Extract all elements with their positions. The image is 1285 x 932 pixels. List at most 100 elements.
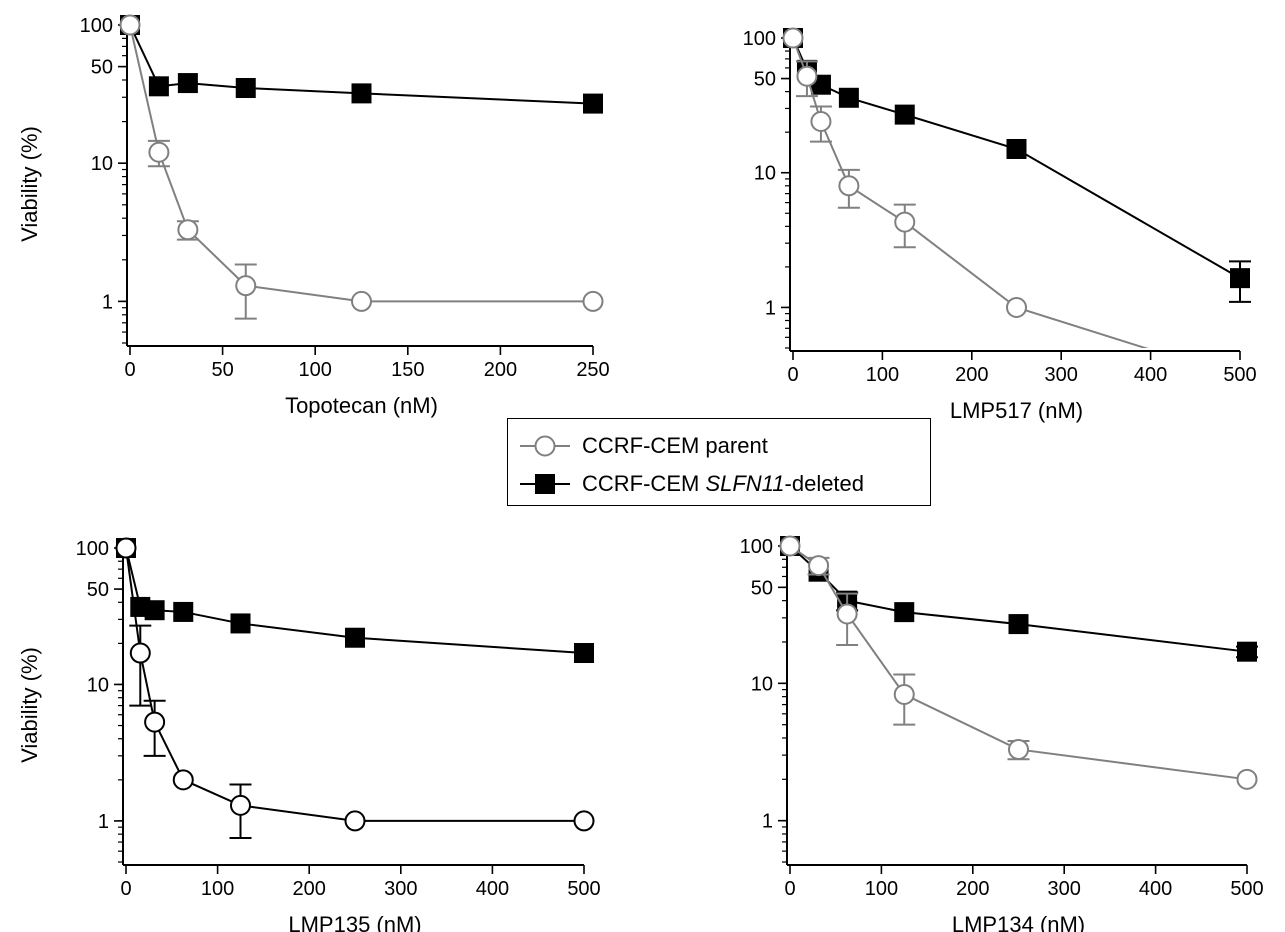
data-point-circle <box>808 555 830 577</box>
data-point-circle <box>894 211 916 233</box>
legend-item-parent: CCRF-CEM parent <box>508 430 930 462</box>
x-axis-title: LMP135 (nM) <box>288 912 421 932</box>
data-point-circle <box>344 810 366 832</box>
y-tick-label: 50 <box>91 57 113 79</box>
legend-label-deleted-gene: SLFN11 <box>705 471 785 496</box>
y-tick-label: 1 <box>102 291 113 313</box>
series-line <box>129 24 593 303</box>
x-tick-label: 200 <box>955 364 988 386</box>
data-point-circle <box>796 65 818 87</box>
y-tick-label: 100 <box>743 28 776 50</box>
y-tick-label: 1 <box>98 811 109 833</box>
x-tick-label: 300 <box>1048 878 1081 900</box>
legend: CCRF-CEM parent CCRF-CEM SLFN11-deleted <box>507 418 931 506</box>
x-tick-label: 500 <box>1223 364 1256 386</box>
y-tick-label: 100 <box>740 536 773 558</box>
x-tick-label: 200 <box>484 359 517 381</box>
panel-lmp135: 1 10 50 100 0 100 200 300 400 500 LMP135 (nM) Viabi… <box>17 537 601 932</box>
data-point-circle <box>1236 768 1258 790</box>
y-tick-label: 10 <box>751 673 773 695</box>
data-point-circle <box>582 290 604 312</box>
data-point-square <box>574 643 594 664</box>
panel-lmp517: 1 10 50 100 0 100 200 300 400 500 LMP517 (nM) <box>743 27 1257 423</box>
data-point-square <box>177 73 198 94</box>
x-tick-label: 400 <box>1139 878 1172 900</box>
x-tick-label: 0 <box>120 878 131 900</box>
data-point-circle <box>782 27 804 49</box>
data-point-circle <box>119 14 141 36</box>
x-tick-label: 500 <box>567 878 600 900</box>
x-tick-label: 500 <box>1230 878 1263 900</box>
data-point-square <box>1006 138 1027 159</box>
data-point-square <box>894 104 915 125</box>
legend-item-deleted: CCRF-CEM SLFN11-deleted <box>508 468 930 500</box>
data-point-square <box>838 87 859 108</box>
x-tick-label: 150 <box>391 359 424 381</box>
legend-label-deleted: CCRF-CEM SLFN11-deleted <box>582 471 864 497</box>
data-point-circle <box>810 110 832 132</box>
series-line <box>129 24 594 105</box>
data-point-square <box>144 600 165 621</box>
series-parent <box>119 14 604 320</box>
x-tick-label: 400 <box>1134 364 1167 386</box>
y-tick-label: 100 <box>80 15 113 37</box>
series-line <box>789 545 1248 653</box>
data-point-circle <box>779 535 801 557</box>
y-tick-label: 50 <box>751 577 773 599</box>
x-tick-label: 200 <box>293 878 326 900</box>
data-point-square <box>1237 641 1257 662</box>
y-tick-label: 10 <box>754 163 776 185</box>
data-point-square <box>235 78 256 99</box>
y-tick-label: 100 <box>76 538 109 560</box>
data-point-square <box>345 627 365 648</box>
series-line <box>792 37 1149 348</box>
data-point-circle <box>148 141 170 163</box>
series-line <box>125 547 584 822</box>
filled-square-marker-icon <box>520 474 570 494</box>
data-point-circle <box>172 769 194 791</box>
data-point-circle <box>836 603 858 625</box>
data-point-square <box>148 76 169 97</box>
data-point-circle <box>1006 296 1027 318</box>
y-tick-label: 50 <box>754 69 776 91</box>
data-point-square <box>351 83 372 104</box>
x-axis-title: Topotecan (nM) <box>285 393 438 418</box>
legend-label-deleted-suffix: -deleted <box>784 471 865 496</box>
data-point-square <box>173 601 194 622</box>
series-parent <box>779 535 1258 790</box>
x-tick-label: 100 <box>299 359 332 381</box>
x-tick-label: 400 <box>476 878 509 900</box>
x-tick-label: 100 <box>866 364 899 386</box>
data-point-circle <box>573 810 595 832</box>
series-deleted <box>120 15 603 114</box>
legend-label-deleted-prefix: CCRF-CEM <box>582 471 706 496</box>
x-axis-title: LMP134 (nM) <box>952 912 1085 932</box>
y-tick-label: 1 <box>765 297 776 319</box>
data-point-square <box>230 613 251 634</box>
y-tick-label: 10 <box>87 674 109 696</box>
series-deleted <box>780 536 1258 662</box>
data-point-circle <box>235 275 257 297</box>
data-point-circle <box>115 537 137 559</box>
data-point-square <box>583 93 603 114</box>
x-tick-label: 50 <box>211 359 233 381</box>
y-axis-title: Viability (%) <box>17 126 42 242</box>
y-tick-label: 50 <box>87 579 109 601</box>
y-axis-title: Viability (%) <box>17 647 42 763</box>
data-point-circle <box>230 794 251 816</box>
y-tick-label: 10 <box>91 153 113 175</box>
panel-lmp134: 1 10 50 100 0 100 200 300 400 500 LMP134 (nM) <box>740 535 1264 932</box>
panel-topotecan: 1 10 50 100 0 50 100 150 200 250 Topotecan (nM) Via… <box>17 14 610 418</box>
data-point-square <box>1008 614 1029 635</box>
data-point-circle <box>1008 738 1029 760</box>
data-point-circle <box>893 683 915 705</box>
x-tick-label: 300 <box>1045 364 1078 386</box>
x-tick-label: 200 <box>956 878 989 900</box>
data-point-circle <box>838 175 860 197</box>
legend-label-parent: CCRF-CEM parent <box>582 433 768 458</box>
data-point-circle <box>351 290 372 312</box>
x-tick-label: 0 <box>787 364 798 386</box>
x-tick-label: 0 <box>124 359 135 381</box>
x-tick-label: 100 <box>865 878 898 900</box>
